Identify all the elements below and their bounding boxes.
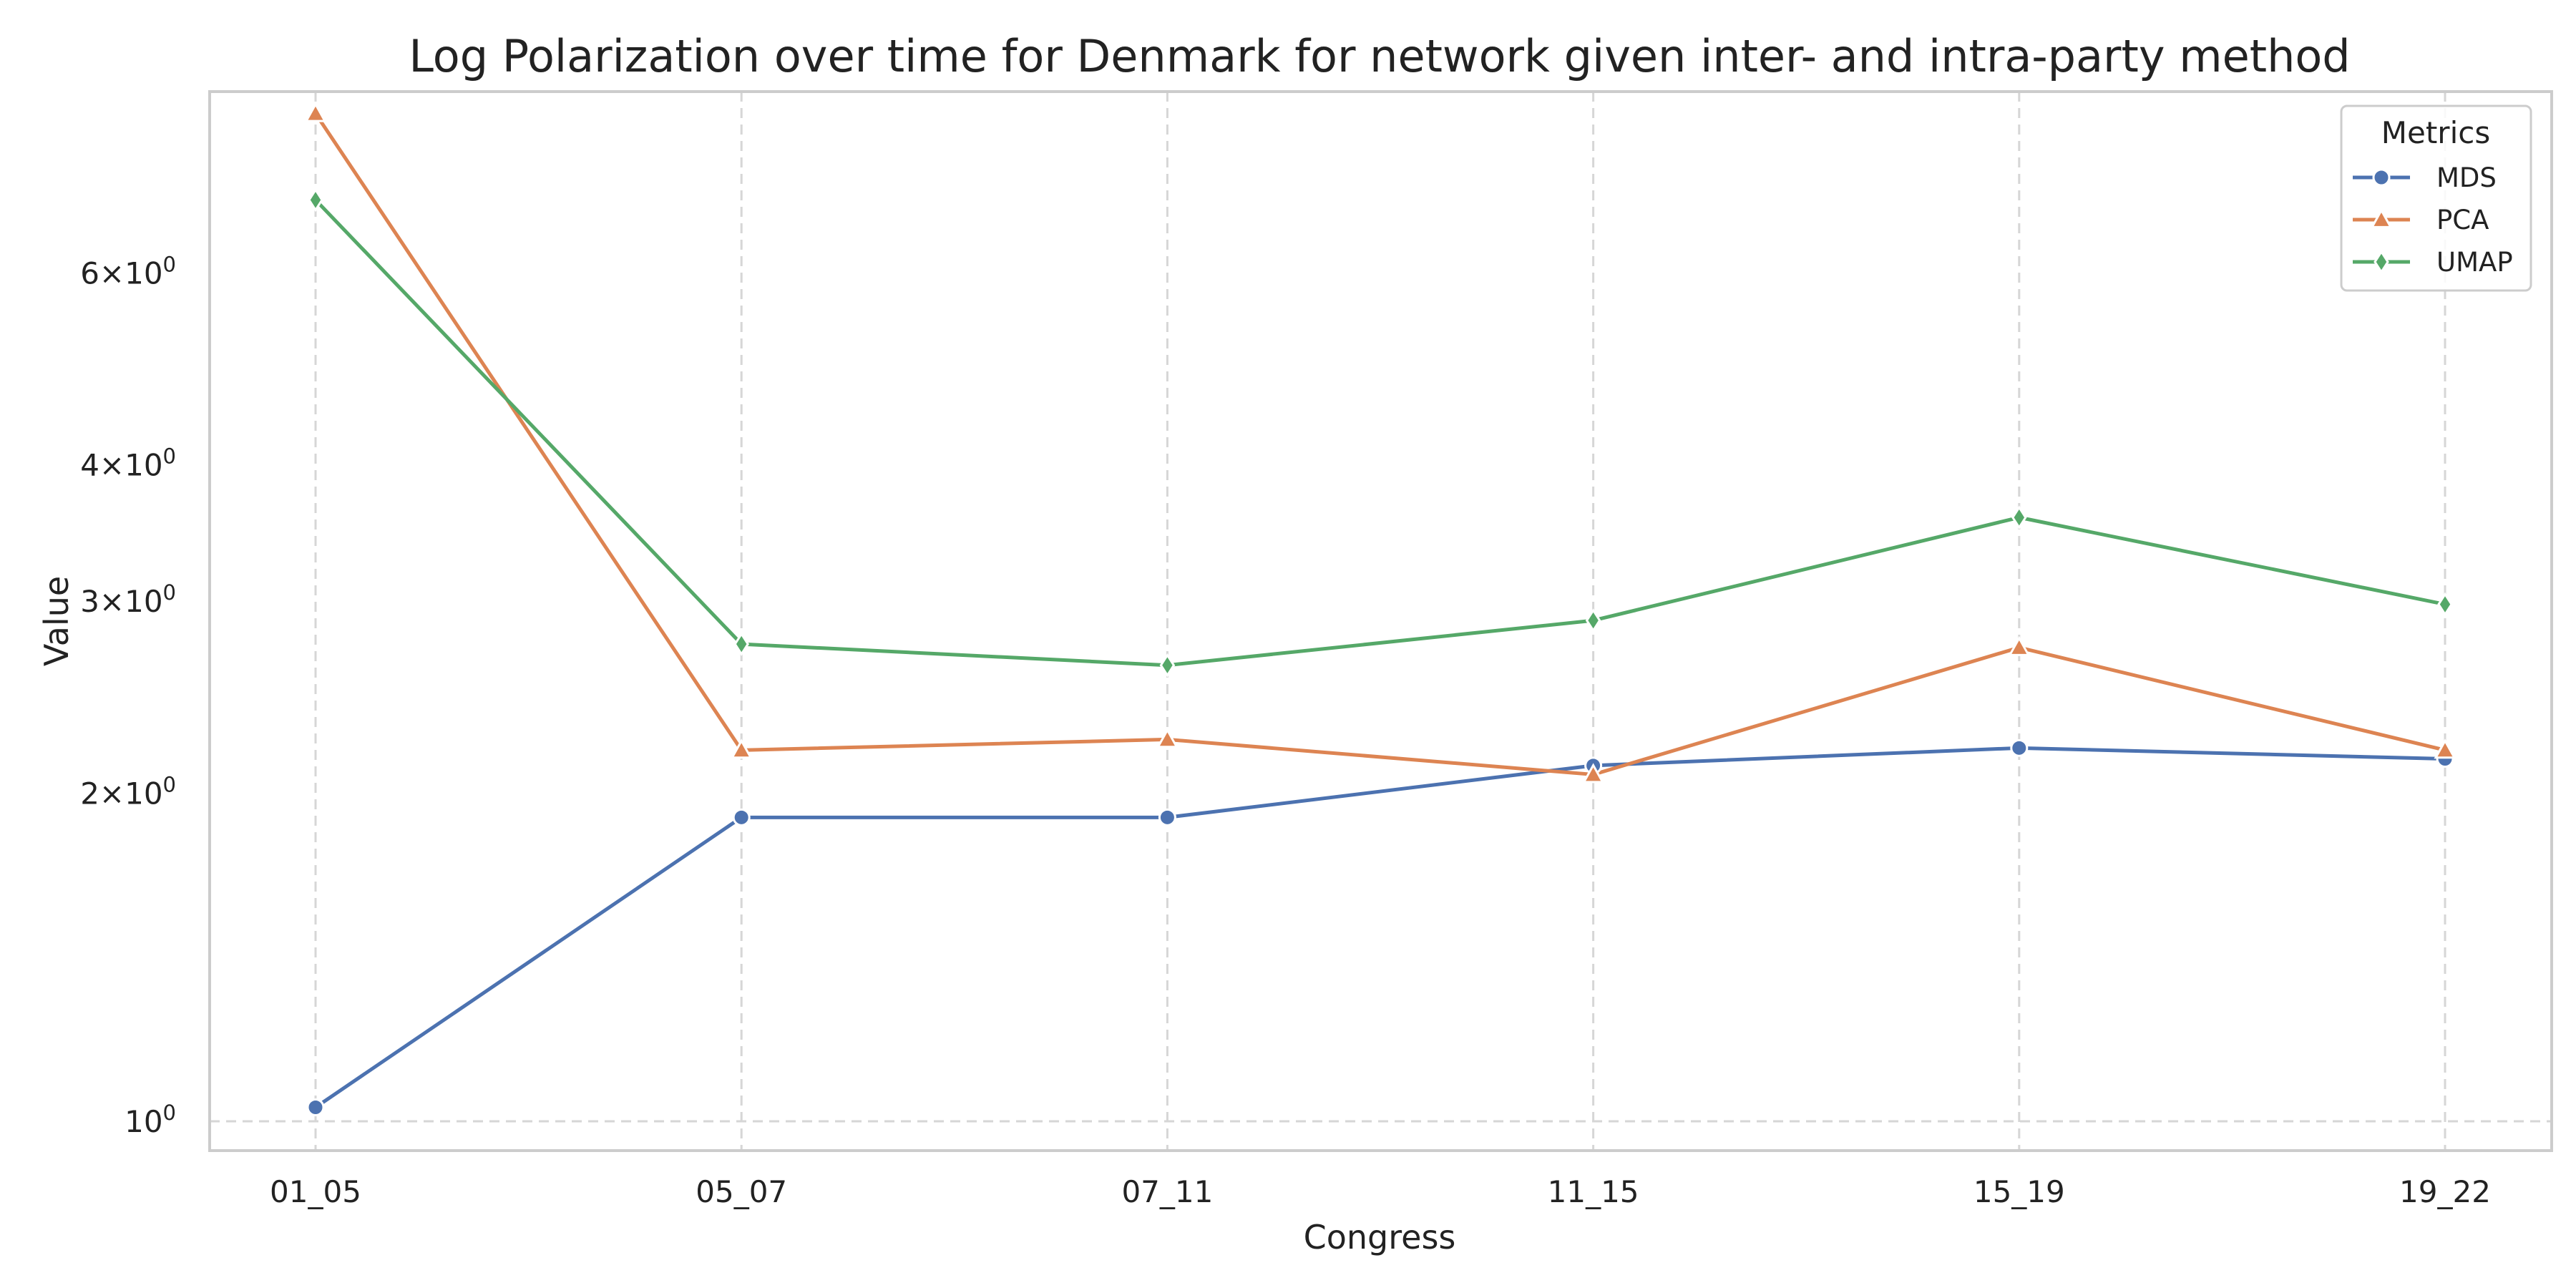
legend-label-umap: UMAP <box>2436 247 2513 278</box>
data-point-umap <box>308 187 323 213</box>
y-tick-label: 6×100 <box>80 252 176 291</box>
data-point-pca <box>2434 738 2457 759</box>
plot-frame <box>208 90 2553 1152</box>
data-point-pca <box>730 738 753 759</box>
data-point-pca <box>2008 635 2031 656</box>
legend: Metrics MDS PCA UMAP <box>2340 104 2532 292</box>
data-point-mds <box>306 1098 325 1116</box>
legend-title: Metrics <box>2381 115 2490 150</box>
x-tick-label: 19_22 <box>2399 1174 2491 1209</box>
legend-label-pca: PCA <box>2436 205 2489 235</box>
data-point-pca <box>1582 763 1605 784</box>
series-markers <box>304 102 2457 1116</box>
x-axis-label: Congress <box>1304 1218 1456 1257</box>
x-tick-label: 07_11 <box>1121 1174 1213 1209</box>
data-point-pca <box>1156 728 1179 748</box>
legend-marker-umap <box>2373 250 2389 274</box>
data-point-mds <box>732 808 751 826</box>
y-tick-label: 2×100 <box>80 772 176 811</box>
x-tick-label: 01_05 <box>270 1174 361 1209</box>
y-tick-label: 4×100 <box>80 444 176 483</box>
x-tick-label: 11_15 <box>1548 1174 1639 1209</box>
data-point-mds <box>2010 738 2029 757</box>
legend-marker-pca <box>2370 208 2393 228</box>
x-tick-labels: 01_05 05_07 07_11 11_15 15_19 19_22 <box>270 1174 2491 1209</box>
data-point-mds <box>1158 808 1176 826</box>
data-point-umap <box>733 632 749 656</box>
legend-box <box>2340 104 2532 292</box>
series-lines <box>313 112 2446 1109</box>
x-tick-label: 15_19 <box>1974 1174 2065 1209</box>
legend-items: MDS PCA UMAP <box>2353 162 2513 278</box>
y-tick-labels: 100 2×100 3×100 4×100 6×100 <box>80 252 176 1139</box>
grid <box>210 92 2552 1151</box>
data-point-umap <box>1159 653 1176 678</box>
series-line-umap <box>314 198 2446 668</box>
y-axis-label: Value <box>37 576 76 666</box>
data-point-umap <box>2011 505 2027 530</box>
chart-title: Log Polarization over time for Denmark f… <box>409 30 2350 82</box>
legend-label-mds: MDS <box>2436 162 2497 193</box>
series-line-pca <box>313 112 2446 776</box>
data-point-umap <box>1585 608 1601 633</box>
y-tick-label: 3×100 <box>80 580 176 619</box>
x-tick-label: 05_07 <box>696 1174 787 1209</box>
legend-marker-mds <box>2372 168 2391 187</box>
y-tick-label: 100 <box>125 1101 176 1139</box>
data-point-pca <box>304 102 327 122</box>
data-point-umap <box>2437 592 2453 617</box>
series-line-mds <box>314 746 2446 1109</box>
